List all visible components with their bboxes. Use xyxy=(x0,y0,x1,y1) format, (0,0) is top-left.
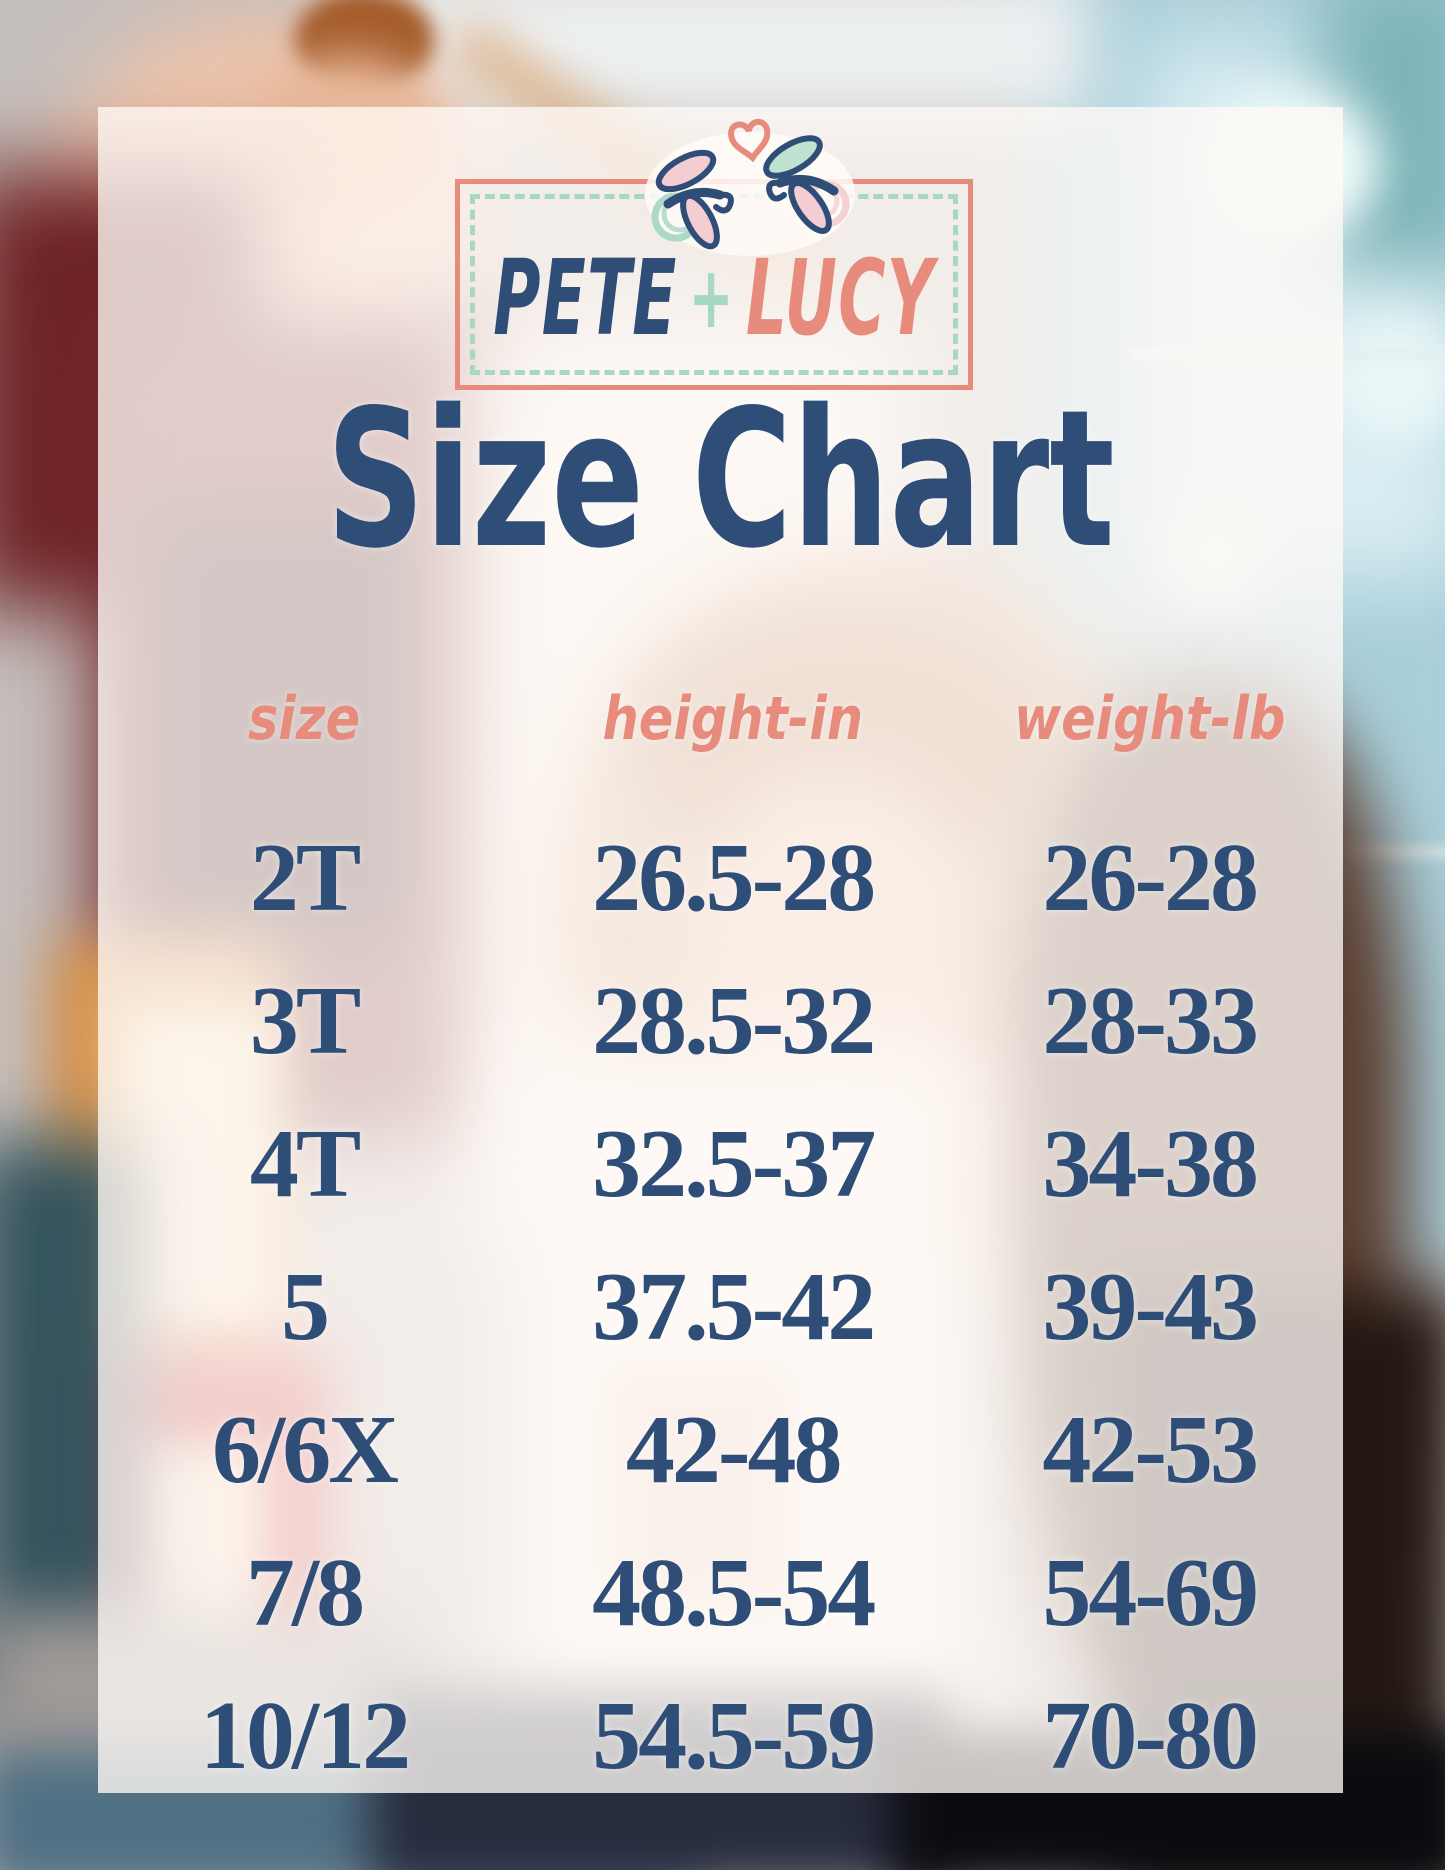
size-value: 4T xyxy=(249,1109,361,1218)
weight-value: 26-28 xyxy=(1042,823,1259,932)
weight-value: 34-38 xyxy=(1042,1109,1259,1218)
firefly-right-icon xyxy=(763,135,850,234)
brand-name-lucy: LUCY xyxy=(745,236,935,359)
height-value: 48.5-54 xyxy=(592,1538,876,1647)
size-table: size height-in weight-lb 2T 26.5-28 26-2… xyxy=(108,663,1333,1807)
weight-value: 70-80 xyxy=(1042,1681,1259,1790)
height-value: 37.5-42 xyxy=(592,1252,876,1361)
heart-icon xyxy=(728,118,771,163)
column-header-size: size xyxy=(247,684,361,754)
weight-value: 28-33 xyxy=(1042,966,1259,1075)
column-header-weight-lb: weight-lb xyxy=(1013,684,1286,754)
height-value: 26.5-28 xyxy=(592,823,876,932)
column-header-height-in: height-in xyxy=(602,684,864,754)
height-value: 32.5-37 xyxy=(592,1109,876,1218)
size-value: 2T xyxy=(249,823,361,932)
firefly-left-icon xyxy=(651,149,734,250)
brand-logo: PETE + LUCY xyxy=(493,184,933,385)
height-value: 28.5-32 xyxy=(592,966,876,1075)
brand-name-pete: PETE xyxy=(493,236,678,359)
overlay-panel: PETE + LUCY xyxy=(98,107,1343,1793)
weight-value: 39-43 xyxy=(1042,1252,1259,1361)
size-value: 6/6X xyxy=(212,1395,399,1504)
size-value: 5 xyxy=(281,1252,330,1361)
page-title: Size Chart xyxy=(326,369,1115,590)
weight-value: 54-69 xyxy=(1042,1538,1259,1647)
fireflies-icon xyxy=(645,118,855,256)
weight-value: 42-53 xyxy=(1042,1395,1259,1504)
height-value: 42-48 xyxy=(625,1395,843,1504)
plus-sign: + xyxy=(688,247,735,348)
size-value: 10/12 xyxy=(199,1681,411,1790)
size-value: 3T xyxy=(249,966,361,1075)
size-value: 7/8 xyxy=(245,1538,365,1647)
height-value: 54.5-59 xyxy=(592,1681,876,1790)
